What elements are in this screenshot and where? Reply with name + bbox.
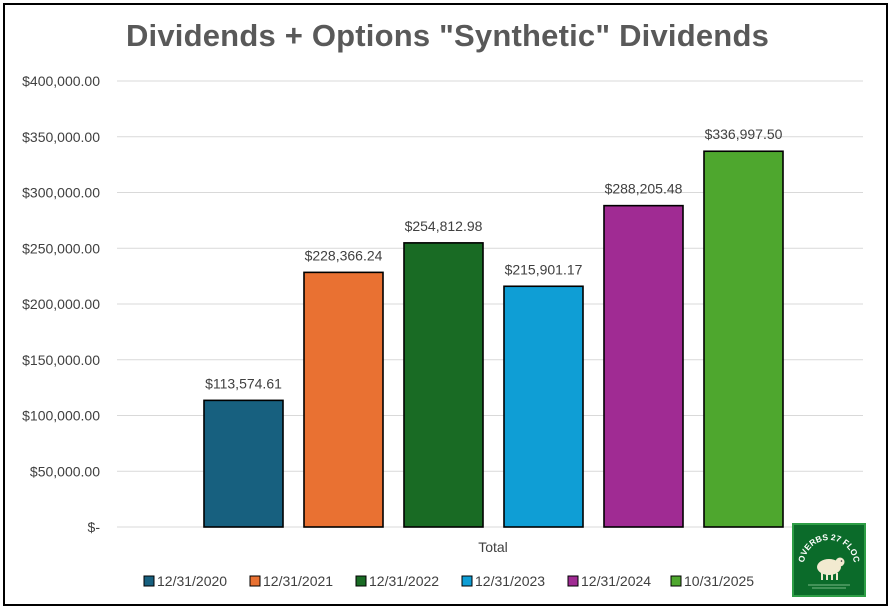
x-category-label: Total	[478, 539, 508, 555]
y-tick-label: $300,000.00	[22, 185, 100, 201]
legend-label: 12/31/2023	[475, 573, 545, 589]
legend-swatch	[567, 575, 579, 587]
bars	[203, 150, 784, 528]
legend-swatch	[670, 575, 682, 587]
y-tick-label: $50,000.00	[30, 463, 100, 479]
y-tick-label: $400,000.00	[22, 73, 100, 89]
data-label: $336,997.50	[705, 126, 783, 142]
bar-12-31-2024	[603, 204, 684, 528]
data-label: $228,366.24	[305, 247, 383, 263]
data-label: $113,574.61	[205, 375, 282, 391]
y-tick-label: $250,000.00	[22, 240, 100, 256]
legend-swatch	[143, 575, 155, 587]
legend-label: 12/31/2020	[157, 573, 227, 589]
bar-12-31-2020	[203, 399, 284, 528]
y-tick-label: $-	[88, 519, 101, 535]
x-axis-categories: Total	[478, 539, 508, 555]
sheep-icon: PROVERBS 27 FLOCKS	[794, 525, 862, 589]
y-tick-label: $100,000.00	[22, 408, 100, 424]
legend-swatch	[461, 575, 473, 587]
logo-text: PROVERBS 27 FLOCKS	[794, 525, 862, 563]
legend-label: 12/31/2024	[581, 573, 651, 589]
legend-label: 10/31/2025	[684, 573, 754, 589]
legend-label: 12/31/2021	[263, 573, 333, 589]
bar-12-31-2022	[403, 242, 484, 528]
bar-10-31-2025	[703, 150, 784, 528]
y-tick-label: $350,000.00	[22, 129, 100, 145]
chart-title: Dividends + Options "Synthetic" Dividend…	[125, 18, 770, 53]
y-tick-label: $150,000.00	[22, 352, 100, 368]
bar-12-31-2023	[503, 285, 584, 528]
legend: 12/31/2020 12/31/2021 12/31/2022 12/31/2023…	[143, 573, 754, 589]
legend-label: 12/31/2022	[369, 573, 439, 589]
bar-12-31-2021	[303, 271, 384, 528]
y-axis-ticks: $- $50,000.00 $100,000.00 $150,000.00 $200,0…	[22, 73, 100, 535]
legend-swatch	[355, 575, 367, 587]
svg-text:PROVERBS 27 FLOCKS: PROVERBS 27 FLOCKS	[794, 525, 862, 563]
proverbs-27-flocks-logo: PROVERBS 27 FLOCKS	[792, 523, 866, 597]
data-label: $288,205.48	[605, 181, 683, 197]
data-label: $215,901.17	[505, 261, 583, 277]
data-label: $254,812.98	[405, 218, 483, 234]
legend-swatch	[249, 575, 261, 587]
y-tick-label: $200,000.00	[22, 296, 100, 312]
data-labels: $113,574.61 $228,366.24 $254,812.98 $215,90…	[205, 126, 783, 391]
